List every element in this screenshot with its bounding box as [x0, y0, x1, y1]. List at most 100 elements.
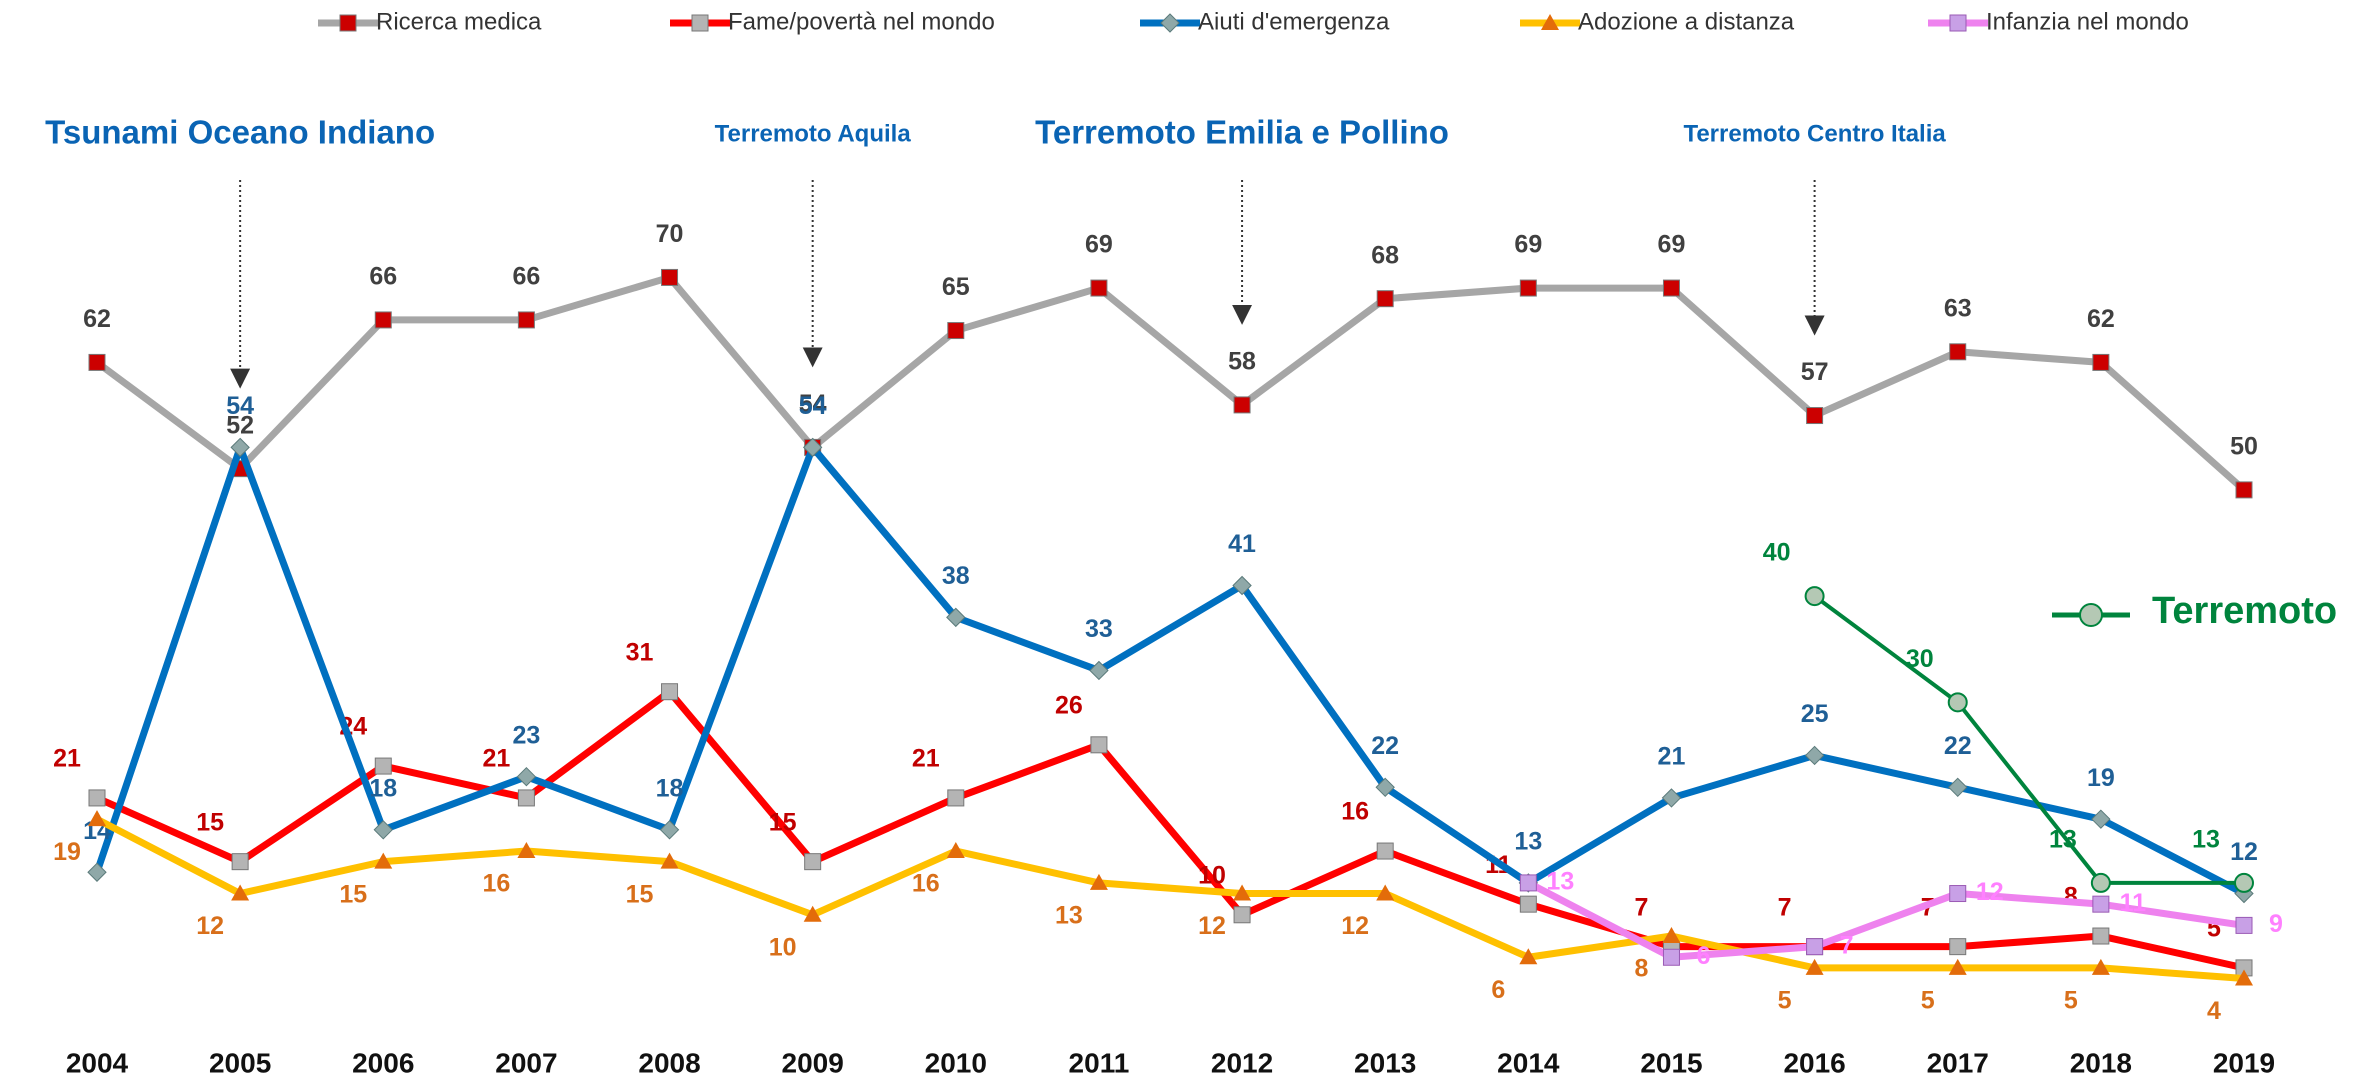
point	[1662, 279, 1680, 297]
point	[802, 437, 823, 458]
point	[517, 842, 536, 859]
data-label: 66	[512, 263, 540, 291]
point	[230, 437, 250, 458]
point	[2235, 969, 2253, 986]
point	[1805, 958, 1824, 975]
data-label: 69	[1658, 231, 1686, 259]
point	[1376, 884, 1395, 901]
point	[1662, 948, 1680, 966]
point	[946, 607, 966, 628]
point	[1948, 958, 1967, 975]
point	[1233, 396, 1251, 414]
legend-label: Ricerca medica	[376, 8, 542, 35]
x-tick-label: 2019	[2213, 1047, 2275, 1078]
data-label: 5	[2064, 986, 2078, 1014]
point	[1233, 884, 1252, 901]
point	[1519, 874, 1537, 892]
x-tick-label: 2015	[1640, 1047, 1702, 1078]
data-label: 21	[1658, 743, 1686, 771]
point	[1662, 927, 1681, 944]
data-label: 9	[2269, 910, 2283, 938]
x-tick-label: 2007	[495, 1047, 557, 1078]
data-label: 41	[1228, 530, 1256, 558]
point	[947, 322, 965, 340]
x-tick-label: 2010	[925, 1047, 987, 1078]
legend-marker	[339, 14, 357, 32]
point	[231, 853, 249, 871]
data-label: 21	[912, 745, 940, 773]
point	[374, 757, 392, 775]
legend-label: Aiuti d'emergenza	[1198, 8, 1390, 35]
point	[1947, 692, 1968, 713]
point	[374, 852, 393, 869]
point	[1806, 407, 1824, 425]
legend-marker	[691, 14, 709, 32]
data-label: 16	[912, 870, 940, 898]
data-label: 69	[1514, 231, 1542, 259]
annotation: Tsunami Oceano Indiano	[45, 114, 435, 151]
data-label: 13	[2049, 826, 2077, 854]
point	[1949, 885, 1967, 903]
point	[1806, 938, 1824, 956]
data-label: 69	[1085, 231, 1113, 259]
data-label: 13	[1546, 868, 1574, 896]
data-label: 54	[799, 390, 827, 418]
point	[374, 311, 392, 329]
point	[2092, 927, 2110, 945]
data-label: 54	[226, 392, 254, 420]
point	[517, 789, 535, 807]
point	[373, 820, 393, 840]
x-tick-label: 2014	[1497, 1047, 1560, 1078]
point	[2090, 872, 2111, 893]
data-label: 5	[1921, 986, 1935, 1014]
point	[1948, 777, 1968, 798]
point	[1949, 343, 1967, 361]
data-label: 7	[1778, 893, 1792, 921]
data-label: 52	[226, 411, 254, 439]
point	[1090, 736, 1108, 754]
x-tick-label: 2012	[1211, 1047, 1273, 1078]
data-label: 4	[2207, 997, 2221, 1025]
data-label: 12	[1976, 878, 2004, 906]
point	[231, 884, 250, 901]
point	[946, 842, 965, 859]
data-label: 13	[2192, 826, 2220, 854]
x-tick-label: 2017	[1927, 1047, 1989, 1078]
data-label: 5	[1778, 986, 1792, 1014]
data-label: 10	[1198, 861, 1226, 889]
data-label: 54	[799, 392, 827, 420]
data-label: 70	[656, 220, 684, 248]
x-tick-label: 2011	[1069, 1047, 1130, 1078]
point	[88, 353, 106, 371]
x-tick-label: 2004	[66, 1047, 129, 1078]
point	[87, 862, 107, 882]
data-label: 22	[1371, 732, 1399, 760]
series-line	[94, 273, 2247, 493]
data-label: 16	[1341, 798, 1369, 826]
point	[1089, 660, 1109, 681]
series-line	[93, 443, 2246, 897]
point	[2235, 916, 2253, 934]
data-label: 62	[83, 305, 111, 333]
data-label: 12	[2230, 838, 2258, 866]
data-label: 38	[942, 562, 970, 590]
data-label: 31	[626, 638, 654, 666]
data-label: 65	[942, 273, 970, 301]
x-tick-label: 2018	[2070, 1047, 2132, 1078]
data-label: 25	[1801, 700, 1829, 728]
legend-label: Fame/povertà nel mondo	[728, 8, 995, 35]
point	[1232, 575, 1252, 596]
point	[1376, 842, 1394, 860]
data-label: 6	[1491, 976, 1505, 1004]
point	[88, 810, 106, 827]
point	[1519, 948, 1538, 965]
point	[1519, 895, 1537, 913]
data-label: 22	[1944, 732, 1972, 760]
point	[1376, 290, 1394, 308]
point	[1233, 906, 1251, 924]
data-label: 19	[53, 838, 81, 866]
point	[2091, 958, 2110, 975]
data-label: 63	[1944, 294, 1972, 322]
data-label: 8	[2064, 883, 2078, 911]
